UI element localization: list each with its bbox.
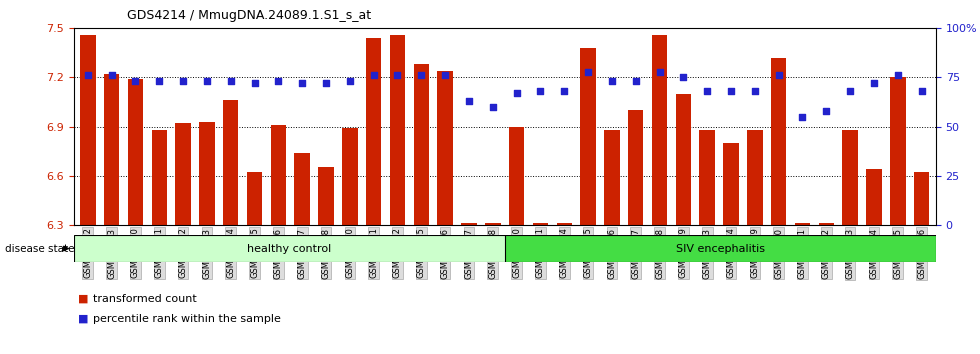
Point xyxy=(485,104,501,110)
Bar xyxy=(723,143,739,225)
Bar xyxy=(462,223,476,225)
Point xyxy=(462,98,477,104)
Point xyxy=(580,69,596,74)
Bar xyxy=(795,223,810,225)
Bar xyxy=(270,125,286,225)
Point xyxy=(818,108,834,114)
Bar xyxy=(152,130,167,225)
Point xyxy=(152,79,168,84)
Text: healthy control: healthy control xyxy=(247,244,331,254)
Point xyxy=(390,73,406,78)
Text: ■: ■ xyxy=(78,314,89,324)
Bar xyxy=(318,167,334,225)
Point xyxy=(771,73,787,78)
Text: percentile rank within the sample: percentile rank within the sample xyxy=(93,314,281,324)
Bar xyxy=(890,78,906,225)
Bar xyxy=(700,130,715,225)
Point xyxy=(723,88,739,94)
Bar xyxy=(127,79,143,225)
Bar xyxy=(533,223,548,225)
Text: transformed count: transformed count xyxy=(93,294,197,304)
Bar xyxy=(366,38,381,225)
Bar xyxy=(652,35,667,225)
Bar xyxy=(104,74,120,225)
Bar xyxy=(843,130,858,225)
Bar xyxy=(199,122,215,225)
Point xyxy=(127,79,143,84)
Point xyxy=(366,73,381,78)
Bar xyxy=(505,235,936,262)
Point xyxy=(104,73,120,78)
Text: GDS4214 / MmugDNA.24089.1.S1_s_at: GDS4214 / MmugDNA.24089.1.S1_s_at xyxy=(127,9,371,22)
Bar xyxy=(390,35,406,225)
Text: ■: ■ xyxy=(78,294,89,304)
Point xyxy=(675,75,691,80)
Point xyxy=(795,114,810,120)
Bar xyxy=(675,94,691,225)
Point xyxy=(700,88,715,94)
Point xyxy=(294,80,310,86)
Point xyxy=(913,88,929,94)
Bar xyxy=(437,71,453,225)
Text: SIV encephalitis: SIV encephalitis xyxy=(676,244,764,254)
Point xyxy=(247,80,263,86)
Bar xyxy=(914,172,929,225)
Text: disease state: disease state xyxy=(5,244,74,253)
Bar xyxy=(557,223,572,225)
Point xyxy=(747,88,762,94)
Point xyxy=(222,79,238,84)
Point xyxy=(557,88,572,94)
Bar xyxy=(74,235,505,262)
Point xyxy=(199,79,215,84)
Point xyxy=(437,73,453,78)
Bar xyxy=(604,130,619,225)
Point xyxy=(80,73,96,78)
Bar xyxy=(247,172,263,225)
Point xyxy=(628,79,644,84)
Bar xyxy=(580,48,596,225)
Bar xyxy=(80,35,95,225)
Bar xyxy=(223,101,238,225)
Point xyxy=(652,69,667,74)
Point xyxy=(866,80,882,86)
Bar xyxy=(485,223,501,225)
Point xyxy=(270,79,286,84)
Bar xyxy=(747,130,762,225)
Bar xyxy=(294,153,310,225)
Point xyxy=(175,79,191,84)
Bar xyxy=(818,223,834,225)
Point xyxy=(342,79,358,84)
Point xyxy=(509,90,524,96)
Point xyxy=(318,80,334,86)
Bar xyxy=(771,58,786,225)
Point xyxy=(890,73,906,78)
Bar xyxy=(628,110,644,225)
Point xyxy=(604,79,619,84)
Bar xyxy=(414,64,429,225)
Bar xyxy=(509,126,524,225)
Bar xyxy=(342,128,358,225)
Point xyxy=(842,88,858,94)
Bar xyxy=(866,169,882,225)
Point xyxy=(414,73,429,78)
Bar xyxy=(175,123,191,225)
Point xyxy=(532,88,548,94)
